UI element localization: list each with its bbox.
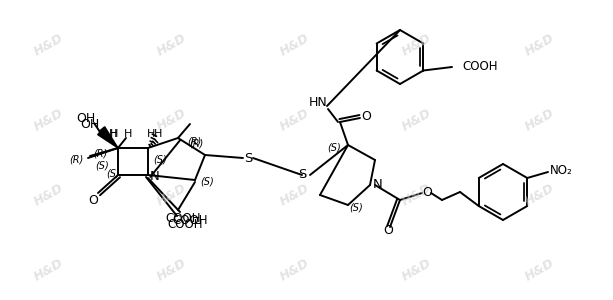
Text: H&D: H&D <box>154 256 189 284</box>
Text: H&D: H&D <box>32 106 66 134</box>
Text: H&D: H&D <box>522 182 557 208</box>
Polygon shape <box>99 127 118 148</box>
Text: O: O <box>383 224 393 236</box>
Text: HN: HN <box>308 97 327 110</box>
Text: O: O <box>361 110 371 122</box>
Text: H&D: H&D <box>400 106 434 134</box>
Text: (S): (S) <box>106 168 120 178</box>
Text: COOH: COOH <box>462 61 498 74</box>
Text: (R): (R) <box>69 155 83 165</box>
Text: OH: OH <box>77 112 96 124</box>
Text: O: O <box>422 187 432 200</box>
Text: H&D: H&D <box>277 106 311 134</box>
Text: (S): (S) <box>153 155 167 165</box>
Text: COOH: COOH <box>166 212 200 224</box>
Text: S: S <box>244 152 252 164</box>
Text: (R): (R) <box>93 148 107 158</box>
Text: NO₂: NO₂ <box>550 164 573 176</box>
Text: (R): (R) <box>187 137 201 147</box>
Text: H&D: H&D <box>154 106 189 134</box>
Text: H&D: H&D <box>277 32 311 58</box>
Text: (R): (R) <box>189 139 203 149</box>
Text: H: H <box>124 129 132 139</box>
Text: H&D: H&D <box>277 256 311 284</box>
Text: H: H <box>154 129 162 139</box>
Text: COOH: COOH <box>167 218 203 232</box>
Text: (S): (S) <box>95 161 109 171</box>
Text: H&D: H&D <box>522 106 557 134</box>
Text: H&D: H&D <box>522 32 557 58</box>
Text: (S): (S) <box>200 177 214 187</box>
Text: H&D: H&D <box>400 182 434 208</box>
Text: H: H <box>109 129 117 139</box>
Text: H: H <box>110 129 118 139</box>
Text: H&D: H&D <box>154 182 189 208</box>
Text: H&D: H&D <box>154 32 189 58</box>
Text: N: N <box>373 178 383 191</box>
Text: H&D: H&D <box>400 32 434 58</box>
Text: H&D: H&D <box>400 256 434 284</box>
Text: (S): (S) <box>327 143 341 153</box>
Text: H&D: H&D <box>32 256 66 284</box>
Text: N: N <box>150 170 160 184</box>
Text: H&D: H&D <box>277 182 311 208</box>
Text: S: S <box>298 169 306 182</box>
Polygon shape <box>97 129 118 148</box>
Text: OH: OH <box>80 118 100 130</box>
Text: (S): (S) <box>349 203 363 213</box>
Text: H&D: H&D <box>522 256 557 284</box>
Text: COOH: COOH <box>172 214 208 226</box>
Text: H: H <box>147 129 155 139</box>
Text: H&D: H&D <box>32 32 66 58</box>
Text: O: O <box>88 194 98 206</box>
Text: H&D: H&D <box>32 182 66 208</box>
